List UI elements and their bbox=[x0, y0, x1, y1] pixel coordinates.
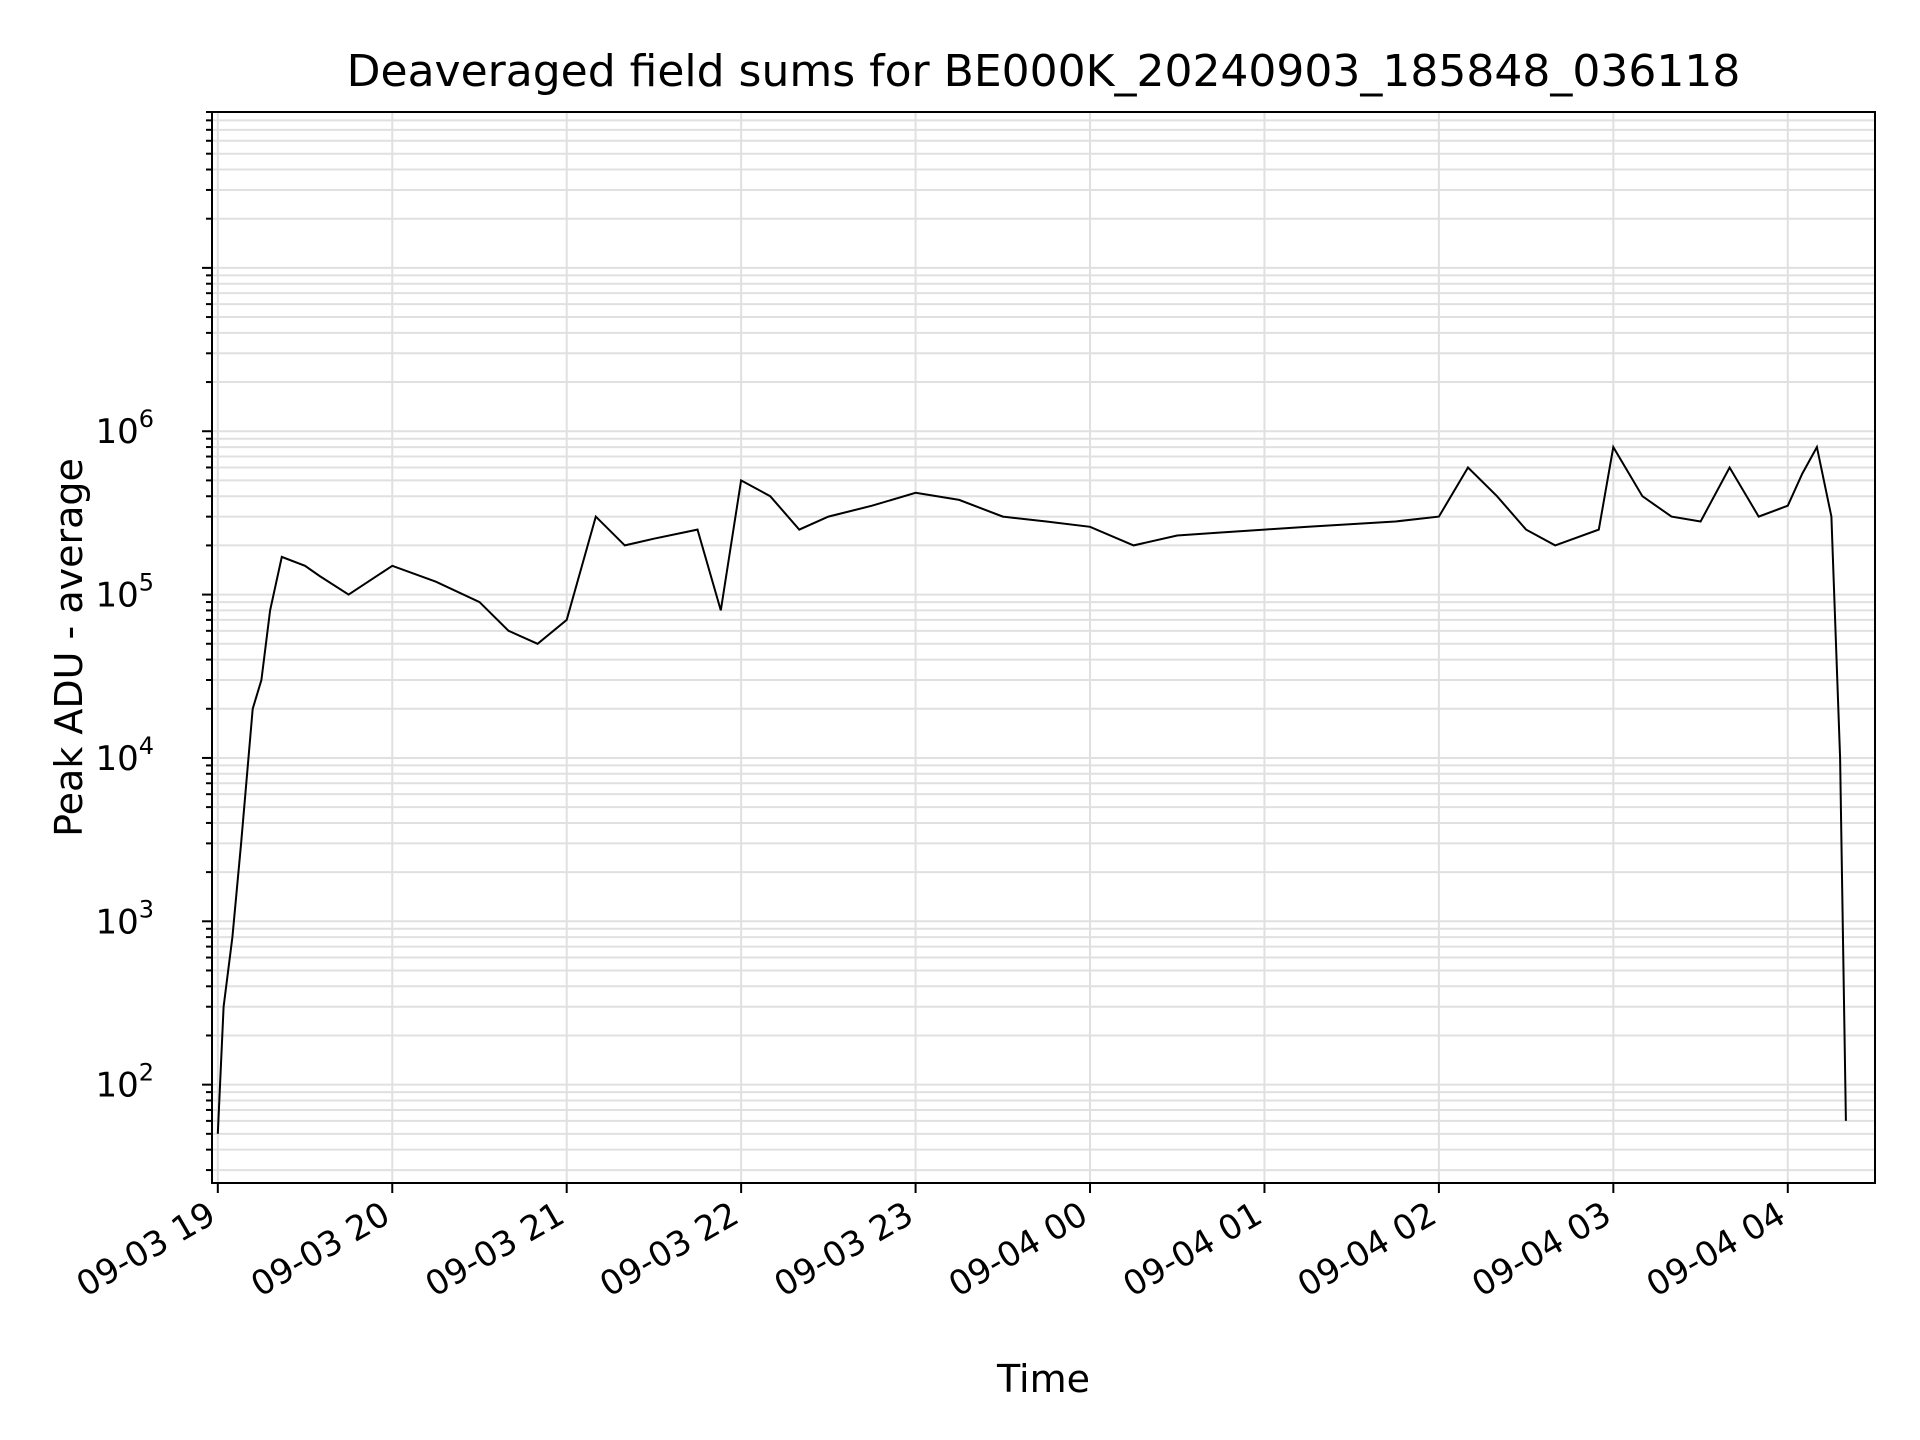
chart-title: Deaveraged field sums for BE000K_2024090… bbox=[347, 46, 1741, 97]
y-tick-exponent: 2 bbox=[139, 1059, 154, 1087]
y-tick-base: 10 bbox=[95, 576, 138, 616]
data-series-layer bbox=[216, 444, 1847, 1134]
y-tick-label: 104 bbox=[95, 732, 154, 779]
x-tick-label: 09-04 02 bbox=[1291, 1194, 1443, 1305]
x-tick-label: 09-03 23 bbox=[768, 1194, 920, 1305]
x-tick-label: 09-04 03 bbox=[1465, 1194, 1617, 1305]
x-tick-label: 09-04 04 bbox=[1640, 1194, 1792, 1305]
x-tick-label: 09-03 21 bbox=[419, 1194, 571, 1305]
x-tick-label: 09-04 00 bbox=[942, 1194, 1094, 1305]
y-tick-label: 103 bbox=[95, 895, 154, 942]
x-tick-label: 09-03 22 bbox=[593, 1194, 745, 1305]
y-tick-base: 10 bbox=[95, 902, 138, 942]
x-tick-label: 09-04 01 bbox=[1117, 1194, 1269, 1305]
y-tick-label: 106 bbox=[95, 405, 154, 452]
y-tick-label: 102 bbox=[95, 1059, 154, 1106]
y-tick-label: 105 bbox=[95, 569, 154, 616]
y-tick-exponent: 5 bbox=[139, 569, 154, 597]
y-tick-exponent: 6 bbox=[139, 405, 154, 433]
y-tick-base: 10 bbox=[95, 739, 138, 779]
plot-frame bbox=[211, 111, 1876, 1184]
y-axis-label: Peak ADU - average bbox=[47, 458, 91, 837]
x-tick-label: 09-03 19 bbox=[70, 1194, 222, 1305]
y-tick-exponent: 4 bbox=[139, 732, 154, 760]
x-tick-label: 09-03 20 bbox=[244, 1194, 396, 1305]
data-series-line bbox=[216, 444, 1847, 1134]
grid-lines bbox=[212, 111, 1875, 1183]
x-axis-label: Time bbox=[996, 1357, 1090, 1401]
y-tick-base: 10 bbox=[95, 412, 138, 452]
y-tick-exponent: 3 bbox=[139, 895, 154, 923]
y-tick-base: 10 bbox=[95, 1066, 138, 1106]
